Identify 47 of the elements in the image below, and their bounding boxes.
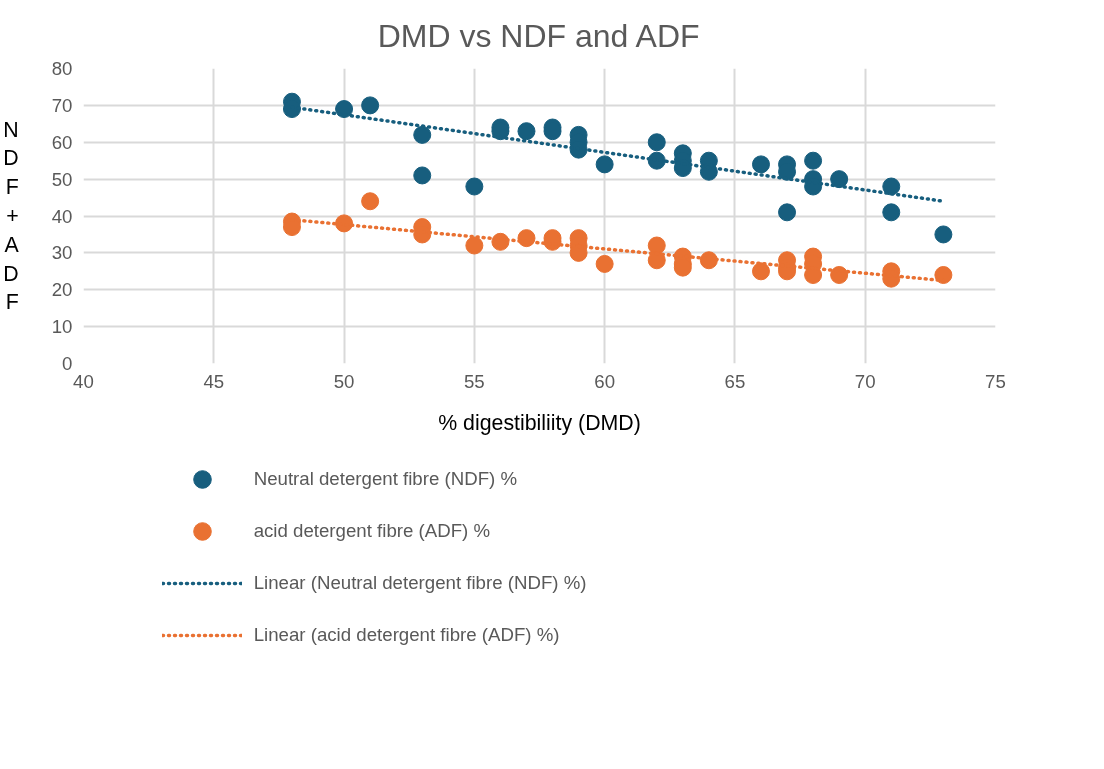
x-axis-title: % digestibiliity (DMD) [438, 410, 641, 435]
point [934, 266, 953, 284]
point [361, 96, 380, 115]
y-tick-label: 50 [51, 168, 73, 190]
y-axis-title: NDF + ADF [3, 117, 20, 315]
x-tick-label: 65 [724, 370, 746, 392]
x-tick-label: 50 [333, 370, 355, 392]
point [647, 133, 666, 152]
x-tick-label: 60 [594, 370, 616, 392]
y-tick-label: 20 [51, 279, 73, 301]
x-tick-label: 45 [203, 370, 225, 392]
x-tick-label: 70 [854, 370, 876, 392]
point [335, 100, 354, 119]
point [595, 155, 614, 174]
point [465, 236, 484, 255]
point [882, 177, 901, 196]
point [804, 151, 823, 170]
point [778, 203, 797, 222]
point [830, 266, 849, 284]
chart-title: DMD vs NDF and ADF [377, 17, 700, 54]
point [751, 155, 770, 174]
y-tick-label: 0 [62, 353, 73, 374]
point [465, 177, 484, 196]
y-tick-label: 60 [51, 131, 73, 153]
y-tick-label: 30 [51, 242, 73, 264]
point [934, 225, 953, 244]
legend-label: Linear (acid detergent fibre (ADF) %) [253, 624, 560, 646]
legend-label: Neutral detergent fibre (NDF) % [253, 468, 518, 490]
point [413, 166, 432, 185]
y-tick-label: 80 [51, 58, 73, 79]
point [647, 236, 666, 255]
point [517, 122, 536, 141]
x-tick-label: 40 [73, 370, 94, 392]
y-tick-label: 70 [51, 94, 73, 116]
point [595, 254, 614, 273]
point [751, 262, 770, 281]
point [361, 192, 380, 211]
legend-label: acid detergent fibre (ADF) % [253, 520, 491, 542]
x-tick-label: 75 [985, 370, 1006, 392]
point [830, 170, 849, 189]
point [882, 203, 901, 222]
y-tick-label: 10 [51, 316, 73, 338]
point [647, 251, 666, 270]
point [413, 125, 432, 144]
y-tick-label: 40 [51, 205, 73, 227]
legend-label: Linear (Neutral detergent fibre (NDF) %) [253, 572, 587, 594]
x-tick-label: 55 [463, 370, 485, 392]
